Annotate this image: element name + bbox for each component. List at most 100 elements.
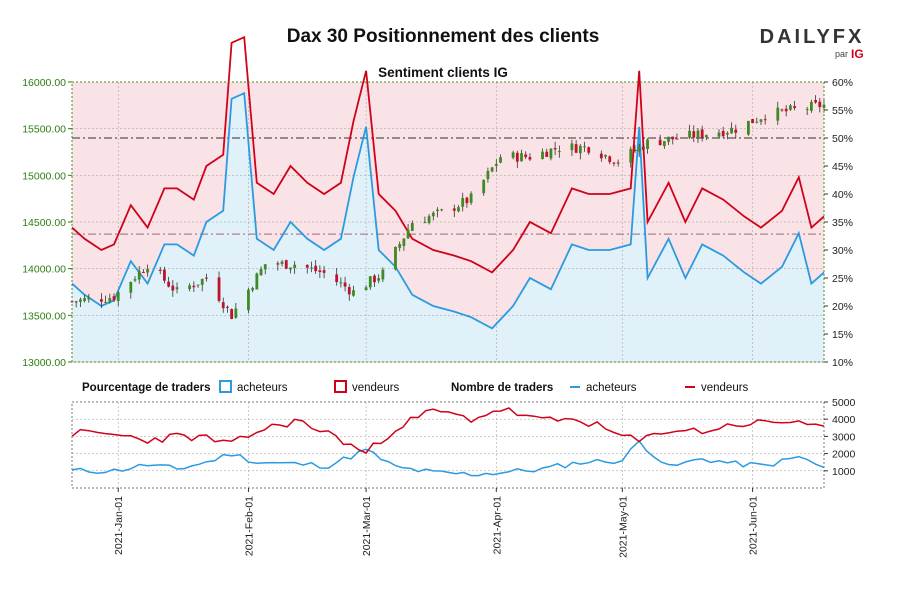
- bottom-frame: [71, 401, 825, 489]
- candle-body: [87, 297, 91, 300]
- candle-body: [641, 146, 645, 150]
- candle-body: [452, 208, 456, 211]
- candle-body: [725, 132, 729, 135]
- candle-body: [79, 299, 82, 302]
- candle-body: [780, 109, 784, 111]
- price-tick-label: 16000.00: [22, 77, 66, 89]
- candle-body: [104, 301, 108, 303]
- price-tick-label: 13500.00: [22, 310, 66, 322]
- candle-body: [381, 269, 385, 280]
- candle-body: [494, 164, 498, 166]
- legend-count-buyers: acheteurs: [586, 382, 637, 394]
- candle-body: [574, 144, 578, 153]
- candle-body: [142, 272, 145, 274]
- candle-body: [545, 151, 549, 157]
- candle-body: [814, 100, 817, 103]
- candle-body: [335, 274, 339, 283]
- candle-body: [763, 119, 767, 121]
- candle-body: [406, 229, 410, 239]
- candle-body: [221, 302, 225, 309]
- candle-body: [188, 285, 192, 289]
- candle-body: [490, 167, 494, 172]
- percent-tick-label: 35%: [832, 217, 853, 229]
- candle-body: [746, 120, 750, 135]
- candle-body: [616, 162, 620, 164]
- count-tick-label: 1000: [832, 466, 856, 478]
- count-tick-label: 2000: [832, 449, 856, 461]
- candle-body: [289, 267, 292, 270]
- price-candles: [70, 95, 826, 320]
- bottom-gridlines: [72, 401, 824, 488]
- candle-body: [137, 271, 141, 280]
- candle-body: [368, 276, 372, 288]
- candle-body: [486, 171, 490, 180]
- candle-body: [402, 238, 406, 246]
- candle-body: [322, 270, 326, 273]
- buyers-area: [72, 93, 824, 362]
- count-tick-label: 4000: [832, 414, 856, 426]
- price-sentiment-panel: 13000.00 13500.00 14000.00 14500.00 15000.00…: [22, 35, 853, 369]
- brand-ig: IG: [851, 47, 864, 61]
- price-tick-label: 13000.00: [22, 357, 66, 369]
- percent-tick-label: 60%: [832, 77, 853, 89]
- candle-body: [629, 148, 633, 163]
- reference-lines: [72, 137, 824, 235]
- candle-body: [755, 121, 759, 123]
- candle-body: [318, 270, 322, 273]
- candle-body: [284, 260, 288, 269]
- candle-body: [192, 285, 196, 288]
- percent-tick-label: 50%: [832, 133, 853, 145]
- sellers-pct-line: [71, 35, 825, 274]
- candle-body: [465, 197, 469, 204]
- candle-body: [251, 288, 255, 291]
- candle-body: [293, 264, 297, 268]
- percent-tick-label: 45%: [832, 161, 853, 173]
- candle-body: [133, 279, 137, 281]
- candle-body: [704, 135, 708, 138]
- date-tick-label: 2021-Jan-01: [113, 496, 125, 555]
- candle-body: [226, 306, 229, 308]
- dailyfx-logo: DAILYFX par IG: [760, 26, 864, 61]
- date-tick-label: 2021-Mar-01: [361, 496, 373, 556]
- candle-body: [688, 130, 691, 138]
- candle-body: [100, 299, 103, 302]
- candle-body: [751, 119, 754, 123]
- candle-body: [809, 101, 813, 111]
- candle-body: [431, 212, 435, 217]
- candle-body: [646, 139, 649, 150]
- candle-body: [364, 287, 368, 291]
- candle-body: [805, 108, 809, 110]
- candle-body: [793, 106, 796, 109]
- date-tick-label: 2021-May-01: [617, 496, 629, 558]
- candle-body: [205, 277, 208, 279]
- candle-body: [230, 309, 234, 320]
- price-tick-label: 15000.00: [22, 170, 66, 182]
- candle-body: [482, 180, 486, 194]
- candle-body: [578, 145, 582, 154]
- candle-body: [788, 105, 792, 110]
- candle-body: [410, 223, 414, 231]
- candle-body: [339, 282, 343, 284]
- candle-body: [499, 157, 502, 163]
- price-tick-label: 14500.00: [22, 217, 66, 229]
- count-axis: 1000 2000 3000 4000 5000: [824, 397, 856, 478]
- candle-body: [692, 131, 696, 138]
- candle-body: [658, 139, 662, 146]
- candle-body: [612, 162, 616, 164]
- candle-body: [255, 273, 259, 290]
- candle-body: [721, 130, 725, 137]
- candle-body: [276, 263, 280, 265]
- candle-body: [436, 209, 439, 212]
- candle-body: [671, 136, 675, 140]
- candle-body: [557, 151, 561, 153]
- candle-body: [234, 308, 238, 318]
- candle-body: [696, 130, 700, 138]
- candle-body: [730, 127, 733, 134]
- candle-body: [116, 292, 120, 301]
- candle-body: [528, 157, 532, 160]
- legend-pct-sellers-swatch: [334, 380, 347, 393]
- percent-tick-label: 15%: [832, 329, 853, 341]
- trader-count-panel: 1000 2000 3000 4000 5000 2021-Jan-01 2021-Feb…: [71, 397, 856, 558]
- candle-body: [469, 193, 473, 203]
- candle-body: [700, 129, 704, 138]
